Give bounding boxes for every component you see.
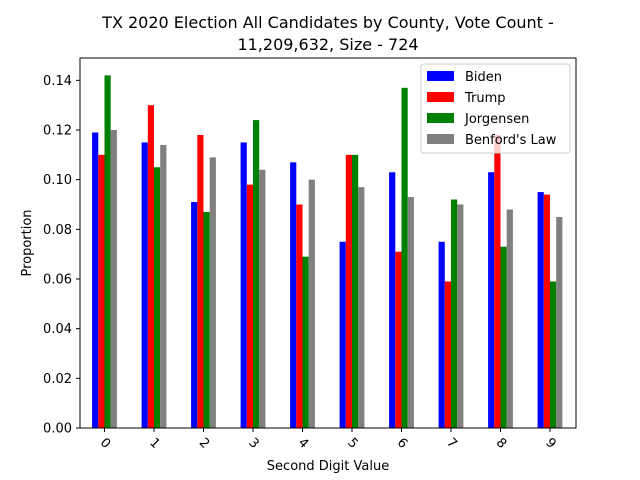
legend-label: Trump — [464, 91, 506, 106]
bar-trump-3 — [246, 184, 253, 428]
legend-label: Benford's Law — [465, 133, 557, 148]
bar-trump-9 — [543, 194, 550, 428]
bar-jorgensen-4 — [302, 256, 309, 428]
bar-trump-1 — [147, 105, 154, 429]
bar-biden-3 — [240, 142, 247, 428]
bar-biden-5 — [339, 241, 346, 428]
bar-benford-s-law-0 — [110, 130, 117, 428]
bar-biden-4 — [290, 162, 297, 429]
bar-benford-s-law-3 — [259, 169, 266, 429]
bar-jorgensen-8 — [500, 246, 507, 428]
bar-biden-9 — [537, 192, 544, 428]
bar-jorgensen-0 — [104, 75, 111, 428]
bar-jorgensen-7 — [451, 199, 458, 428]
x-tick-label: 0 — [97, 435, 113, 451]
x-tick-label: 1 — [146, 435, 162, 451]
legend-swatch — [427, 92, 454, 102]
bar-benford-s-law-4 — [308, 179, 315, 428]
bar-jorgensen-1 — [154, 167, 161, 428]
bar-trump-7 — [444, 281, 451, 428]
y-tick-label: 0.08 — [43, 223, 72, 238]
bar-benford-s-law-8 — [506, 209, 513, 428]
y-tick-label: 0.10 — [43, 173, 72, 188]
y-tick-label: 0.12 — [43, 124, 72, 139]
x-tick-label: 9 — [542, 435, 558, 451]
chart-title-line-2: 11,209,632, Size - 724 — [237, 35, 418, 54]
x-tick-label: 2 — [196, 435, 212, 451]
bar-jorgensen-9 — [550, 281, 557, 428]
bar-biden-2 — [191, 202, 198, 428]
y-tick-label: 0.14 — [43, 74, 72, 89]
legend-swatch — [427, 113, 454, 123]
bar-trump-0 — [98, 154, 105, 428]
bar-jorgensen-2 — [203, 211, 210, 428]
bar-benford-s-law-6 — [407, 197, 414, 428]
x-tick-label: 7 — [443, 435, 459, 451]
bar-biden-0 — [92, 132, 99, 428]
bar-trump-5 — [345, 154, 352, 428]
legend-swatch — [427, 71, 454, 81]
x-tick-label: 3 — [245, 435, 261, 451]
bar-biden-1 — [141, 142, 148, 428]
bar-benford-s-law-7 — [457, 204, 464, 428]
bars-group — [92, 75, 563, 429]
legend-box — [420, 63, 571, 154]
chart-title-line-1: TX 2020 Election All Candidates by Count… — [101, 13, 554, 32]
x-axis-label: Second Digit Value — [267, 459, 389, 474]
bar-jorgensen-3 — [253, 120, 260, 428]
y-axis: 0.00 0.02 0.04 0.06 0.08 0.10 0.12 0.14 — [43, 74, 80, 437]
bar-trump-4 — [296, 204, 303, 428]
bar-jorgensen-5 — [352, 154, 359, 428]
legend-label: Jorgensen — [464, 112, 529, 127]
legend-label: Biden — [465, 70, 502, 85]
y-tick-label: 0.02 — [43, 372, 72, 387]
y-tick-label: 0.04 — [43, 322, 72, 337]
bar-benford-s-law-9 — [556, 216, 563, 428]
bar-biden-7 — [438, 241, 445, 428]
legend-swatch — [427, 134, 454, 144]
y-tick-label: 0.00 — [43, 422, 72, 437]
x-tick-label: 5 — [344, 435, 360, 451]
bar-benford-s-law-5 — [358, 187, 365, 428]
bar-trump-6 — [395, 251, 402, 428]
bar-jorgensen-6 — [401, 87, 408, 429]
bar-benford-s-law-1 — [160, 144, 167, 428]
bar-trump-2 — [197, 134, 204, 429]
x-tick-label: 6 — [394, 435, 410, 451]
y-tick-label: 0.06 — [43, 273, 72, 288]
bar-biden-8 — [488, 172, 495, 428]
bar-biden-6 — [389, 172, 396, 428]
x-tick-label: 8 — [493, 435, 509, 451]
bar-trump-8 — [494, 134, 501, 429]
x-axis: 0 1 2 3 4 5 6 7 8 9 — [97, 428, 559, 452]
x-tick-label: 4 — [295, 435, 311, 451]
y-axis-label: Proportion — [20, 209, 35, 276]
plot-frame — [79, 57, 577, 429]
legend: Biden Trump Jorgensen Benford's Law — [420, 63, 571, 154]
bar-benford-s-law-2 — [209, 157, 216, 428]
